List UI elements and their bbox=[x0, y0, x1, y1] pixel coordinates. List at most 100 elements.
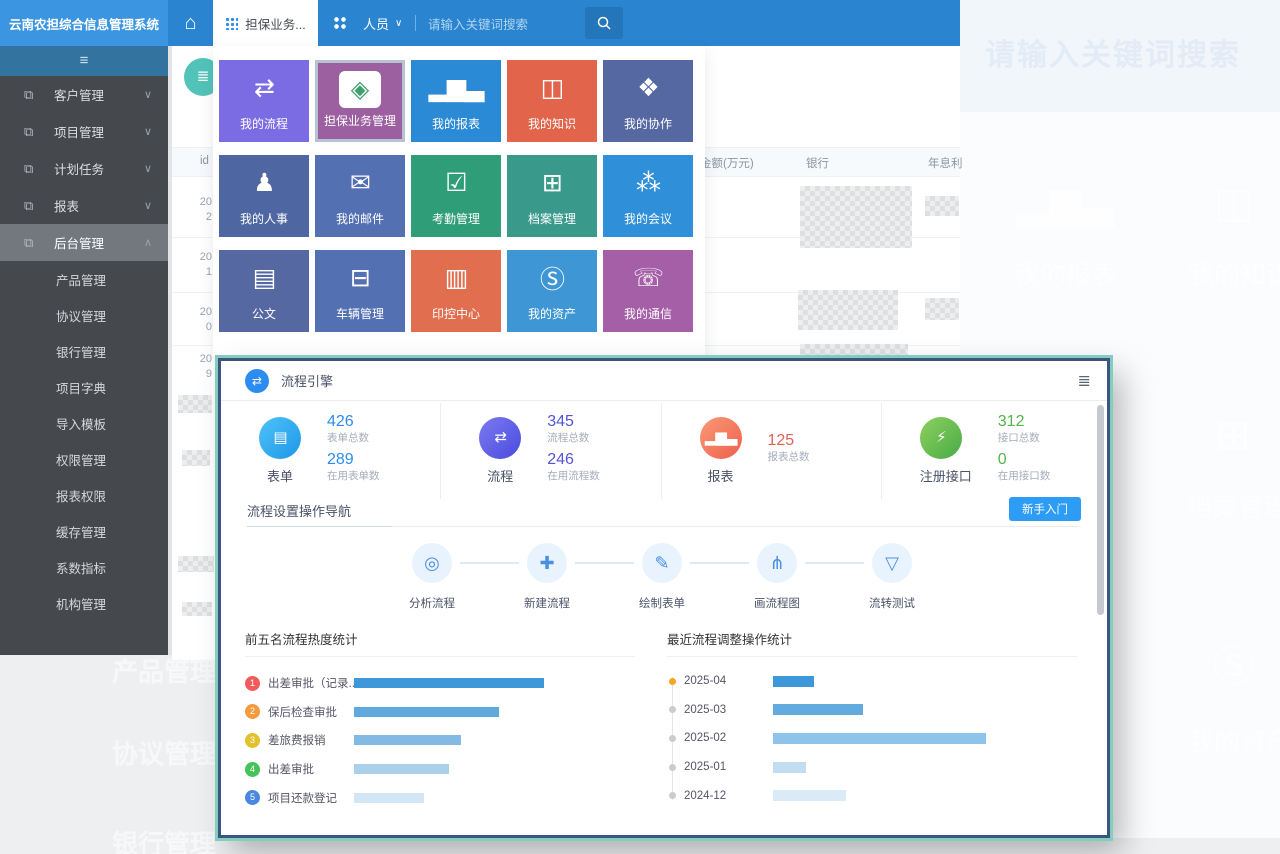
sidebar-item-报表[interactable]: ⧉ 报表 ∨ bbox=[24, 197, 152, 215]
modal-header: ⇄ 流程引擎 ≣ bbox=[221, 361, 1107, 401]
sidebar-subitem-缓存管理[interactable]: 缓存管理 bbox=[56, 525, 107, 540]
sidebar-item-后台管理[interactable]: ⧉ 后台管理 ∧ bbox=[0, 224, 168, 261]
chart-bar bbox=[354, 678, 544, 689]
launcher-tile-考勤管理[interactable]: ☑ 考勤管理 bbox=[411, 155, 501, 237]
step-icon-流转测试[interactable]: ▽ bbox=[872, 543, 912, 583]
launcher-tile-我的邮件[interactable]: ✉ 我的邮件 bbox=[315, 155, 405, 237]
sidebar-subitem-机构管理[interactable]: 机构管理 bbox=[56, 597, 107, 612]
chart-title: 最近流程调整操作统计 bbox=[667, 629, 1077, 657]
tile-icon: ⁂ bbox=[636, 168, 661, 197]
launcher-tile-担保业务管理[interactable]: ◈ 担保业务管理 bbox=[315, 60, 405, 142]
stat-caption: 在用接口数 bbox=[997, 470, 1051, 482]
sidebar-subitem-银行管理[interactable]: 银行管理 bbox=[56, 345, 107, 360]
launcher-tile-我的知识[interactable]: ◫ 我的知识 bbox=[507, 60, 597, 142]
tile-icon: ☏ bbox=[632, 263, 664, 292]
stat-caption: 在用流程数 bbox=[547, 470, 600, 482]
chevron-down-icon: ∨ bbox=[395, 17, 403, 29]
sidebar-subitem-产品管理[interactable]: 产品管理 bbox=[56, 273, 107, 288]
sidebar-subitem-权限管理[interactable]: 权限管理 bbox=[56, 453, 107, 468]
newbie-guide-button[interactable]: 新手入门 bbox=[1009, 497, 1081, 521]
stat-注册接口: ⚡ 注册接口 312 接口总数 0 在用接口数 bbox=[880, 403, 1101, 499]
stat-icon: ▂▆▃ bbox=[699, 417, 742, 459]
step-icon-画流程图[interactable]: ⋔ bbox=[757, 543, 797, 583]
step-icon-分析流程[interactable]: ◎ bbox=[412, 543, 452, 583]
launcher-tile-我的资产[interactable]: Ⓢ 我的资产 bbox=[507, 250, 597, 332]
tile-icon: ◫ bbox=[540, 73, 565, 102]
copy-doc-icon: ⧉ bbox=[24, 197, 34, 213]
redacted-cell bbox=[800, 344, 908, 356]
launcher-tile-车辆管理[interactable]: ⊟ 车辆管理 bbox=[315, 250, 405, 332]
redacted-cell bbox=[800, 186, 912, 248]
stat-value: 345 bbox=[547, 413, 574, 430]
step-icon-绘制表单[interactable]: ✎ bbox=[642, 543, 682, 583]
launcher-tile-我的流程[interactable]: ⇄ 我的流程 bbox=[219, 60, 309, 142]
launcher-tile-我的人事[interactable]: ♟ 我的人事 bbox=[219, 155, 309, 237]
chart-category: 差旅费报销 bbox=[268, 735, 326, 748]
sidebar-subitem-导入模板[interactable]: 导入模板 bbox=[56, 417, 107, 432]
sidebar-menu: ⧉ 客户管理 ∨ ⧉ 项目管理 ∨ ⧉ 计划任务 ∨ ⧉ 报表 ∨ ⧉ 后台管理 ∧ 产品管理协议管理银行管理… bbox=[0, 76, 168, 621]
ghost-text-bank: 银行管理 bbox=[112, 829, 217, 854]
list-menu-icon[interactable]: ≣ bbox=[1077, 372, 1091, 390]
stat-value: 0 bbox=[997, 451, 1007, 468]
step-label: 分析流程 bbox=[409, 598, 455, 610]
stat-caption: 报表总数 bbox=[767, 451, 810, 463]
sidebar-subitem-协议管理[interactable]: 协议管理 bbox=[56, 309, 107, 324]
sidebar-subitem-项目字典[interactable]: 项目字典 bbox=[56, 381, 107, 396]
timeline-date: 2025-04 bbox=[684, 675, 727, 688]
table-cell-id: 20 9 bbox=[199, 353, 212, 380]
home-button[interactable]: ⌂ bbox=[168, 0, 213, 46]
modal-scrollbar[interactable] bbox=[1097, 405, 1104, 615]
stat-icon: ▤ bbox=[259, 417, 301, 459]
chart-category: 保后检查审批 bbox=[268, 706, 337, 719]
sidebar-item-项目管理[interactable]: ⧉ 项目管理 ∨ bbox=[24, 123, 152, 141]
timeline-date: 2025-01 bbox=[684, 761, 727, 774]
tile-icon: ⊟ bbox=[350, 263, 371, 292]
ghost-tile-archives: ⊞ 档案管理 bbox=[1186, 411, 1280, 522]
chart-row: 2 保后检查审批 bbox=[245, 698, 635, 727]
launcher-tile-我的会议[interactable]: ⁂ 我的会议 bbox=[603, 155, 693, 237]
chart-category: 出差审批 bbox=[268, 764, 314, 777]
launcher-tile-印控中心[interactable]: ▥ 印控中心 bbox=[411, 250, 501, 332]
chart-bar bbox=[773, 732, 986, 744]
chevron-up-icon: ∧ bbox=[143, 237, 152, 249]
step-icon-新建流程[interactable]: ✚ bbox=[527, 543, 567, 583]
table-cell-id: 20 2 bbox=[199, 196, 212, 223]
search-button[interactable] bbox=[585, 7, 623, 39]
sidebar-item-计划任务[interactable]: ⧉ 计划任务 ∨ bbox=[24, 160, 152, 178]
timeline-dot bbox=[669, 734, 676, 742]
chart-rows: 1 出差审批（记录... 2 保后检查审批 3 差旅费报销 4 出差审批 5 项目还款登记 bbox=[245, 669, 635, 812]
apps-icon[interactable] bbox=[333, 16, 347, 30]
sidebar-item-客户管理[interactable]: ⧉ 客户管理 ∨ bbox=[24, 86, 152, 104]
launcher-tile-我的报表[interactable]: ▂▆▃ 我的报表 bbox=[411, 60, 501, 142]
redacted-cell bbox=[178, 556, 214, 572]
tile-icon: ⇄ bbox=[254, 73, 275, 102]
timeline-date: 2025-02 bbox=[684, 732, 727, 745]
sidebar-toggle[interactable]: ≡ bbox=[0, 46, 168, 76]
copy-doc-icon: ⧉ bbox=[24, 160, 34, 176]
tab-guarantee-business[interactable]: 担保业务... bbox=[213, 0, 318, 46]
chart-bar bbox=[354, 735, 461, 746]
redacted-cell bbox=[925, 298, 959, 320]
timeline-row: 2025-01 bbox=[667, 753, 1077, 782]
table-cell-id: 20 0 bbox=[199, 306, 212, 333]
stat-表单: ▤ 表单 426 表单总数 289 在用表单数 bbox=[221, 403, 440, 499]
chart-bar bbox=[354, 792, 424, 803]
launcher-tile-我的协作[interactable]: ❖ 我的协作 bbox=[603, 60, 693, 142]
stat-caption: 接口总数 bbox=[997, 432, 1040, 444]
people-dropdown[interactable]: 人员 ∨ bbox=[363, 16, 403, 32]
step-label: 流转测试 bbox=[869, 598, 915, 610]
copy-doc-icon: ⧉ bbox=[24, 86, 34, 102]
launcher-tile-公文[interactable]: ▤ 公文 bbox=[219, 250, 309, 332]
launcher-tile-我的通信[interactable]: ☏ 我的通信 bbox=[603, 250, 693, 332]
search-input[interactable]: 请输入关键词搜索 bbox=[428, 17, 529, 32]
guarantee-logo-icon: ◈ bbox=[339, 71, 381, 108]
col-header-rate: 年息利 bbox=[928, 158, 963, 170]
divider-accent bbox=[247, 526, 392, 527]
home-icon: ⌂ bbox=[184, 11, 197, 34]
timeline-dot bbox=[669, 677, 676, 685]
sidebar-subitem-报表权限[interactable]: 报表权限 bbox=[56, 489, 107, 504]
sidebar-subitem-系数指标[interactable]: 系数指标 bbox=[56, 561, 107, 576]
col-header-bank: 银行 bbox=[806, 158, 829, 170]
step-label: 画流程图 bbox=[754, 598, 800, 610]
launcher-tile-档案管理[interactable]: ⊞ 档案管理 bbox=[507, 155, 597, 237]
